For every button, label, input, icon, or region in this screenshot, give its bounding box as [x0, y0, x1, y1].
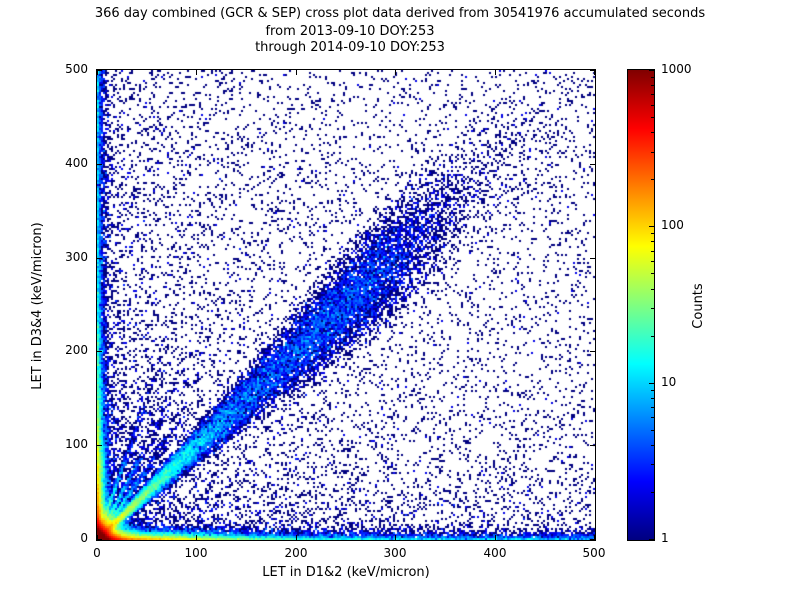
colorbar-minor-tick-mark: [651, 430, 654, 431]
figure-subtitle-through: through 2014-09-10 DOY:253: [255, 40, 445, 55]
x-tick-mark-top: [97, 70, 98, 75]
y-tick-label: 100: [65, 437, 88, 451]
y-tick-mark: [97, 539, 102, 540]
colorbar-minor-tick-mark: [651, 241, 654, 242]
y-tick-mark-right: [590, 351, 595, 352]
colorbar-tick-mark: [649, 539, 654, 540]
x-tick-label: 300: [383, 546, 407, 560]
colorbar-minor-tick-mark: [651, 77, 654, 78]
y-tick-mark-right: [590, 539, 595, 540]
x-tick-label: 200: [284, 546, 308, 560]
colorbar-label: Counts: [691, 283, 706, 329]
y-tick-label: 0: [80, 531, 88, 545]
colorbar-minor-tick-mark: [651, 261, 654, 262]
colorbar-tick-label: 1: [661, 531, 669, 545]
x-tick-mark-top: [395, 70, 396, 75]
colorbar-tick-label: 1000: [661, 62, 692, 76]
y-tick-mark-right: [590, 164, 595, 165]
colorbar-minor-tick-mark: [651, 289, 654, 290]
colorbar-minor-tick-mark: [651, 492, 654, 493]
colorbar-minor-tick-mark: [651, 117, 654, 118]
x-tick-mark: [594, 535, 595, 540]
x-tick-label: 400: [483, 546, 507, 560]
y-tick-label: 400: [65, 156, 88, 170]
colorbar-minor-tick-mark: [651, 273, 654, 274]
colorbar-minor-tick-mark: [651, 94, 654, 95]
y-axis-label: LET in D3&4 (keV/micron): [30, 222, 45, 390]
colorbar-minor-tick-mark: [651, 417, 654, 418]
colorbar-minor-tick-mark: [651, 308, 654, 309]
colorbar-minor-tick-mark: [651, 179, 654, 180]
y-tick-label: 500: [65, 62, 88, 76]
y-tick-label: 200: [65, 343, 88, 357]
colorbar-tick-label: 100: [661, 218, 684, 232]
x-tick-mark-top: [296, 70, 297, 75]
x-tick-mark: [296, 535, 297, 540]
y-tick-mark: [97, 164, 102, 165]
colorbar-minor-tick-mark: [651, 152, 654, 153]
colorbar-minor-tick-mark: [651, 390, 654, 391]
figure-subtitle-from: from 2013-09-10 DOY:253: [265, 24, 435, 39]
colorbar-minor-tick-mark: [651, 85, 654, 86]
y-tick-label: 300: [65, 250, 88, 264]
plot-area: [96, 69, 596, 541]
colorbar: [627, 69, 655, 541]
x-tick-mark: [97, 535, 98, 540]
y-tick-mark-right: [590, 258, 595, 259]
x-tick-label: 100: [184, 546, 208, 560]
y-tick-mark: [97, 70, 102, 71]
colorbar-minor-tick-mark: [651, 407, 654, 408]
colorbar-tick-mark: [649, 226, 654, 227]
x-tick-mark: [196, 535, 197, 540]
x-tick-label: 500: [582, 546, 606, 560]
figure-title: 366 day combined (GCR & SEP) cross plot …: [94, 6, 706, 21]
x-tick-mark-top: [495, 70, 496, 75]
x-tick-label: 0: [93, 546, 101, 560]
y-tick-mark: [97, 258, 102, 259]
colorbar-minor-tick-mark: [651, 251, 654, 252]
y-tick-mark: [97, 445, 102, 446]
colorbar-minor-tick-mark: [651, 132, 654, 133]
colorbar-tick-label: 10: [661, 375, 677, 389]
colorbar-minor-tick-mark: [651, 233, 654, 234]
y-tick-mark-right: [590, 70, 595, 71]
colorbar-minor-tick-mark: [651, 445, 654, 446]
colorbar-tick-mark: [649, 383, 654, 384]
colorbar-tick-mark: [649, 70, 654, 71]
x-axis-label: LET in D1&2 (keV/micron): [262, 565, 430, 580]
scatter-canvas: [97, 70, 595, 540]
x-tick-mark: [395, 535, 396, 540]
colorbar-minor-tick-mark: [651, 336, 654, 337]
x-tick-mark-top: [594, 70, 595, 75]
x-tick-mark-top: [196, 70, 197, 75]
x-tick-mark: [495, 535, 496, 540]
y-tick-mark-right: [590, 445, 595, 446]
colorbar-minor-tick-mark: [651, 464, 654, 465]
colorbar-minor-tick-mark: [651, 398, 654, 399]
y-tick-mark: [97, 351, 102, 352]
colorbar-minor-tick-mark: [651, 105, 654, 106]
